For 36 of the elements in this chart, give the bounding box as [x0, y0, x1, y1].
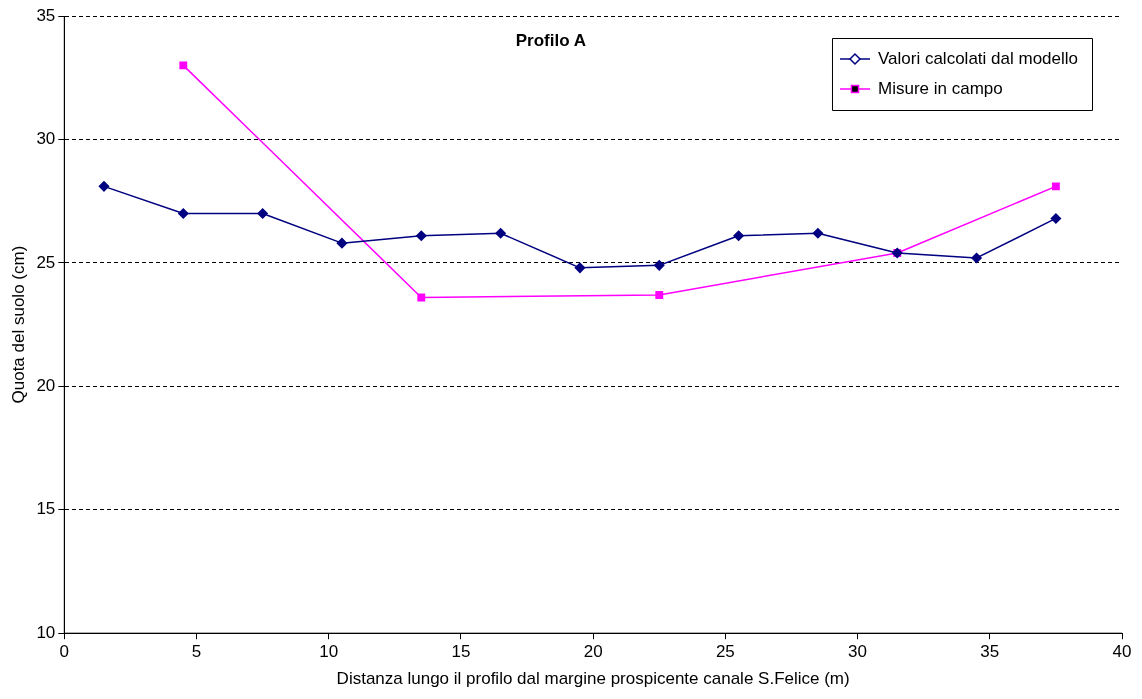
legend-label: Misure in campo [877, 78, 1003, 98]
point [733, 230, 744, 241]
x-tick-label: 15 [451, 642, 471, 662]
point [495, 228, 506, 239]
point [655, 291, 664, 299]
x-tick-label: 40 [1112, 642, 1132, 662]
point [574, 262, 586, 274]
point [257, 208, 268, 219]
x-tick-label: 0 [59, 642, 70, 662]
point [178, 208, 189, 219]
y-tick-label: 15 [36, 499, 56, 519]
point [416, 230, 427, 241]
point [179, 61, 188, 70]
point [336, 237, 348, 249]
x-tick-label: 20 [583, 642, 603, 662]
text: Profilo A [515, 31, 586, 50]
y-tick-label: 25 [36, 252, 56, 272]
point [98, 181, 110, 192]
x-tick-label: 5 [191, 642, 202, 662]
point [417, 293, 426, 302]
point [1050, 213, 1062, 224]
y-axis-title: Quota del suolo (cm) [8, 245, 28, 404]
x-tick-label: 10 [319, 642, 339, 662]
legend-label: Valori calcolati dal modello [877, 48, 1079, 68]
x-tick-label: 30 [848, 642, 868, 662]
point [1051, 182, 1060, 191]
y-tick-label: 30 [36, 129, 56, 149]
x-tick-label: 35 [980, 642, 1000, 662]
point [971, 252, 982, 264]
x-tick-label: 25 [715, 642, 735, 662]
y-tick-label: 20 [36, 376, 56, 396]
y-tick-label: 35 [36, 5, 56, 25]
point [654, 260, 665, 271]
y-tick-label: 10 [36, 622, 56, 642]
x-axis-title: Distanza lungo il profilo dal margine prospicente canale S.Felice (m) [336, 669, 850, 689]
point [812, 228, 824, 239]
